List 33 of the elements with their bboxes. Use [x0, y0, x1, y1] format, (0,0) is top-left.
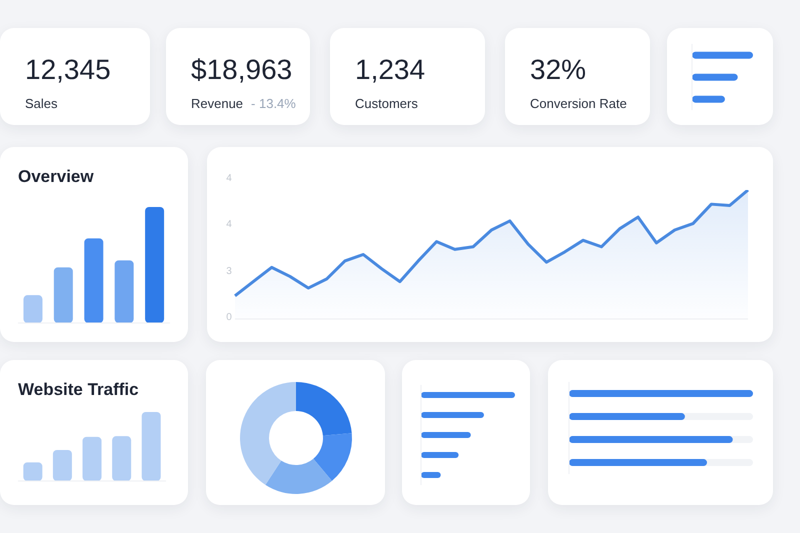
donut-slice	[265, 458, 332, 494]
text: Revenue	[191, 96, 244, 111]
bar	[145, 207, 164, 323]
bar	[82, 436, 102, 481]
text: 0	[225, 312, 233, 323]
text: 4	[225, 219, 233, 230]
bar	[421, 392, 515, 398]
bar	[421, 432, 471, 438]
text: 12,345	[25, 54, 112, 86]
chart-title: Website Traffic	[18, 380, 139, 400]
bar	[23, 462, 42, 481]
bar	[421, 452, 459, 458]
text: Conversion Rate	[530, 96, 628, 111]
bar	[54, 267, 73, 323]
text: 3	[225, 266, 233, 277]
text: $18,963	[191, 54, 294, 86]
text: 1,234	[355, 54, 426, 86]
bar	[421, 412, 484, 418]
text: 32%	[530, 54, 588, 86]
bar	[52, 450, 72, 481]
text: Customers	[355, 96, 419, 111]
bar	[84, 238, 104, 323]
bar	[23, 295, 42, 323]
donut-slice	[296, 382, 352, 436]
bar	[114, 260, 134, 323]
donut-slice	[240, 382, 296, 485]
text: Sales	[25, 96, 59, 111]
bar	[112, 436, 132, 481]
bar	[142, 412, 161, 481]
text: - 13.4%	[251, 96, 296, 111]
chart-title: Overview	[18, 167, 94, 187]
donut-slice	[313, 433, 352, 481]
text: 4	[225, 173, 233, 184]
